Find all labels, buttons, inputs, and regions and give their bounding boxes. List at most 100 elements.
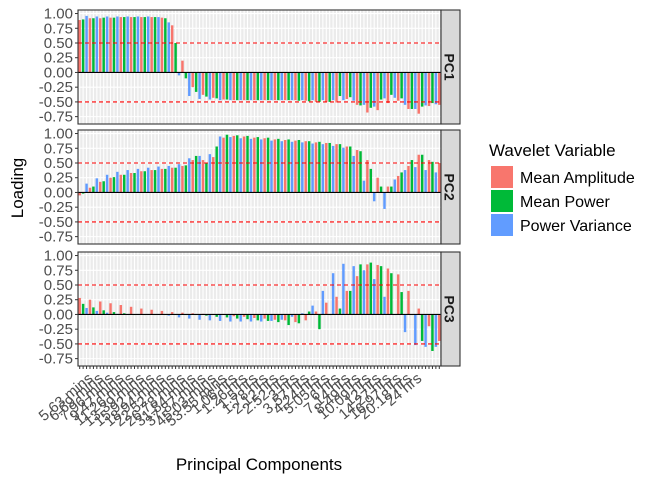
bar: [318, 141, 321, 193]
legend: Wavelet Variable Mean Amplitude Mean Powe…: [489, 141, 635, 236]
bar: [266, 137, 270, 193]
bar: [112, 17, 116, 73]
y-tick-label: 0.50: [44, 35, 73, 52]
bar: [331, 72, 335, 101]
bar: [232, 314, 236, 317]
bar: [88, 299, 92, 315]
y-tick-label: 0.00: [44, 306, 73, 323]
bar: [283, 314, 287, 321]
legend-swatch: [491, 190, 513, 212]
bar: [191, 72, 194, 88]
bar: [188, 158, 191, 193]
bar: [246, 72, 249, 101]
bar: [198, 155, 201, 193]
bar: [167, 314, 170, 316]
bar: [349, 146, 352, 193]
bar: [236, 72, 239, 101]
bar: [273, 139, 277, 193]
bar: [229, 137, 232, 193]
bar: [287, 72, 290, 101]
bar: [122, 174, 126, 193]
bar: [349, 72, 352, 98]
bar: [362, 180, 366, 193]
bar: [194, 72, 198, 92]
bar: [119, 174, 123, 193]
bar: [338, 144, 342, 193]
bar: [290, 141, 294, 193]
bar: [78, 297, 81, 315]
bar: [198, 72, 201, 99]
bar: [345, 290, 349, 315]
bar: [307, 141, 311, 193]
bar: [133, 173, 136, 193]
bar: [369, 168, 373, 193]
bar: [112, 177, 116, 193]
bar: [143, 17, 147, 73]
bar: [417, 308, 420, 315]
panel-background: [78, 252, 441, 366]
bar: [242, 136, 246, 193]
bar: [191, 313, 194, 315]
bar: [256, 314, 260, 321]
bar: [318, 72, 321, 102]
bar: [208, 72, 212, 100]
bar: [81, 192, 85, 194]
bar: [102, 310, 105, 315]
bar: [181, 312, 184, 315]
bar: [335, 72, 338, 103]
bar: [122, 313, 126, 315]
bar: [366, 72, 369, 113]
facet-strip: [440, 129, 461, 245]
bar: [167, 165, 170, 193]
bar: [116, 171, 119, 193]
y-tick-label: -0.25: [39, 321, 73, 338]
bar: [259, 314, 263, 322]
x-axis-title: Principal Components: [176, 455, 342, 474]
bar: [376, 264, 379, 315]
bar: [164, 18, 167, 73]
bar: [249, 138, 253, 193]
bar: [256, 72, 260, 101]
bar: [369, 72, 373, 108]
bar: [181, 165, 184, 193]
bar: [119, 305, 123, 315]
bar: [229, 314, 232, 322]
bar: [246, 314, 249, 320]
bar: [386, 268, 390, 315]
legend-item: Mean Amplitude: [491, 166, 635, 188]
legend-label: Power Variance: [520, 218, 632, 235]
bar: [95, 178, 99, 193]
bar: [188, 314, 191, 319]
bar: [133, 17, 136, 73]
bar: [434, 172, 438, 193]
bar: [427, 160, 431, 193]
bar: [232, 72, 236, 101]
bar: [355, 276, 359, 315]
bar: [304, 314, 307, 321]
bar: [184, 165, 188, 193]
legend-item: Mean Power: [491, 190, 610, 212]
bar: [99, 181, 102, 193]
bar: [328, 142, 331, 193]
bar: [218, 314, 222, 321]
bar: [188, 72, 191, 97]
bar: [410, 160, 414, 193]
bar: [88, 18, 92, 73]
bar: [150, 17, 153, 73]
bar: [383, 192, 386, 209]
bar: [170, 167, 174, 193]
bar: [379, 266, 383, 315]
bar: [157, 17, 160, 73]
bar: [242, 314, 246, 317]
bar: [126, 170, 129, 193]
bar: [229, 72, 232, 101]
bar: [314, 311, 318, 315]
bar: [352, 266, 355, 315]
bar: [215, 146, 218, 193]
bar: [208, 154, 212, 193]
y-tick-label: 0.50: [44, 277, 73, 294]
bar: [194, 155, 198, 193]
bar: [256, 137, 260, 193]
y-tick-label: 0.50: [44, 155, 73, 172]
